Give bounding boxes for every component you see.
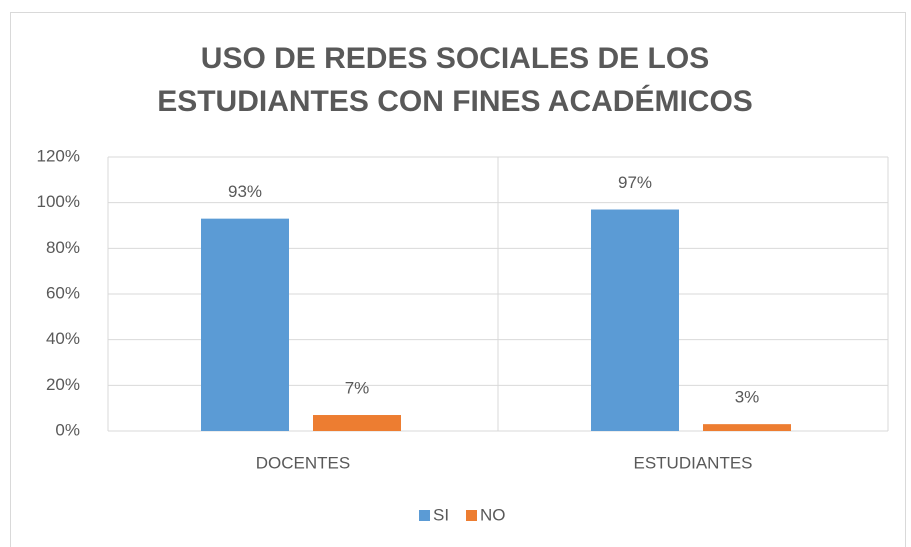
x-tick-label: DOCENTES <box>256 453 350 472</box>
y-tick-label: 120% <box>37 146 80 165</box>
y-tick-label: 100% <box>37 192 80 211</box>
bar <box>591 209 679 431</box>
y-tick-label: 20% <box>46 375 80 394</box>
y-tick-label: 80% <box>46 238 80 257</box>
legend-label: SI <box>433 505 449 524</box>
data-label: 93% <box>228 182 262 201</box>
chart-title: ESTUDIANTES CON FINES ACADÉMICOS <box>157 84 753 118</box>
bar <box>201 218 289 431</box>
x-tick-label: ESTUDIANTES <box>633 453 752 472</box>
data-label: 97% <box>618 173 652 192</box>
bar <box>313 415 401 431</box>
bar <box>703 424 791 431</box>
data-label: 7% <box>345 379 370 398</box>
data-label: 3% <box>735 388 760 407</box>
y-tick-label: 60% <box>46 283 80 302</box>
chart-frame <box>10 12 906 547</box>
legend-swatch <box>466 510 477 521</box>
legend-label: NO <box>480 505 506 524</box>
y-tick-label: 40% <box>46 329 80 348</box>
chart-title: USO DE REDES SOCIALES DE LOS <box>201 42 709 75</box>
legend-swatch <box>419 510 430 521</box>
y-tick-label: 0% <box>55 420 80 439</box>
